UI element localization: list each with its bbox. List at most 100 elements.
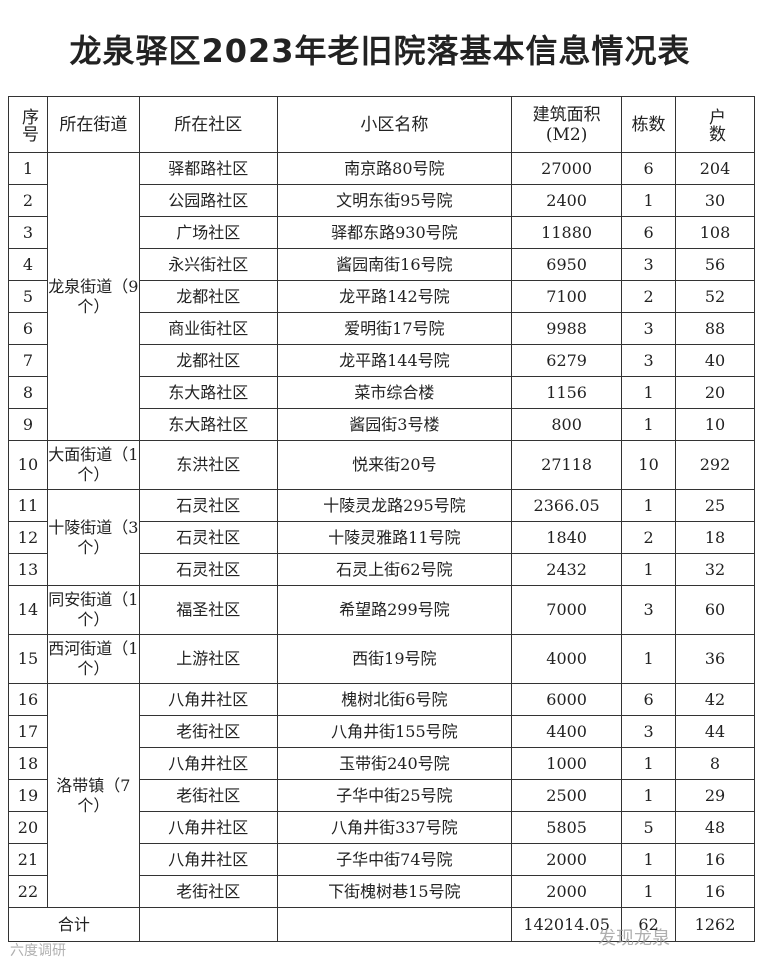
area: 6000 xyxy=(511,683,623,716)
households: 42 xyxy=(675,683,755,716)
households: 30 xyxy=(675,184,755,217)
buildings: 10 xyxy=(621,440,677,490)
buildings: 1 xyxy=(621,408,677,441)
community: 八角井社区 xyxy=(138,747,278,780)
community: 龙都社区 xyxy=(138,280,278,313)
row-number: 13 xyxy=(8,553,48,586)
community: 石灵社区 xyxy=(138,553,278,586)
compound-name: 驿都东路930号院 xyxy=(276,216,513,249)
community: 上游社区 xyxy=(138,634,278,684)
row-number: 7 xyxy=(8,344,48,377)
total-area: 142014.05 xyxy=(511,907,623,942)
buildings: 6 xyxy=(621,152,677,185)
table-row: 2 公园路社区 文明东街95号院 2400 1 30 xyxy=(8,184,755,217)
community: 老街社区 xyxy=(138,715,278,748)
community: 东大路社区 xyxy=(138,408,278,441)
row-number: 20 xyxy=(8,811,48,844)
compound-name: 希望路299号院 xyxy=(276,585,513,635)
compound-name: 十陵灵雅路11号院 xyxy=(276,521,513,554)
households: 44 xyxy=(675,715,755,748)
row-number: 16 xyxy=(8,683,48,716)
compound-name: 悦来街20号 xyxy=(276,440,513,490)
table-row: 12 石灵社区 十陵灵雅路11号院 1840 2 18 xyxy=(8,521,755,554)
households: 292 xyxy=(675,440,755,490)
buildings: 1 xyxy=(621,489,677,522)
households: 60 xyxy=(675,585,755,635)
table-row: 9 东大路社区 酱园街3号楼 800 1 10 xyxy=(8,408,755,441)
households: 20 xyxy=(675,376,755,409)
community: 东大路社区 xyxy=(138,376,278,409)
row-number: 15 xyxy=(8,634,48,684)
buildings: 3 xyxy=(621,312,677,345)
area: 2432 xyxy=(511,553,623,586)
households: 8 xyxy=(675,747,755,780)
area: 4400 xyxy=(511,715,623,748)
compound-name: 十陵灵龙路295号院 xyxy=(276,489,513,522)
buildings: 1 xyxy=(621,184,677,217)
table-row: 14 同安街道（1个） 福圣社区 希望路299号院 7000 3 60 xyxy=(8,585,755,635)
area: 6950 xyxy=(511,248,623,281)
area: 27000 xyxy=(511,152,623,185)
households: 29 xyxy=(675,779,755,812)
community: 石灵社区 xyxy=(138,489,278,522)
compound-name: 南京路80号院 xyxy=(276,152,513,185)
header-cell: 小区名称 xyxy=(276,96,513,153)
compound-name: 龙平路142号院 xyxy=(276,280,513,313)
table-row: 21 八角井社区 子华中街74号院 2000 1 16 xyxy=(8,843,755,876)
table-row: 1 龙泉街道（9个） 驿都路社区 南京路80号院 27000 6 204 xyxy=(8,152,755,441)
community: 石灵社区 xyxy=(138,521,278,554)
buildings: 6 xyxy=(621,683,677,716)
area: 1156 xyxy=(511,376,623,409)
buildings: 6 xyxy=(621,216,677,249)
buildings: 1 xyxy=(621,553,677,586)
area: 7100 xyxy=(511,280,623,313)
community: 八角井社区 xyxy=(138,843,278,876)
table-row: 8 东大路社区 菜市综合楼 1156 1 20 xyxy=(8,376,755,409)
row-number: 5 xyxy=(8,280,48,313)
compound-name: 石灵上街62号院 xyxy=(276,553,513,586)
info-table: 序号 所在街道 所在社区 小区名称 建筑面积(M2) 栋数 户数 1 龙泉街道（9… xyxy=(8,96,755,942)
households: 108 xyxy=(675,216,755,249)
area: 7000 xyxy=(511,585,623,635)
households: 48 xyxy=(675,811,755,844)
compound-name: 西街19号院 xyxy=(276,634,513,684)
total-buildings: 62 xyxy=(621,907,677,942)
households: 16 xyxy=(675,875,755,908)
area: 2000 xyxy=(511,843,623,876)
compound-name: 酱园街3号楼 xyxy=(276,408,513,441)
households: 32 xyxy=(675,553,755,586)
community: 八角井社区 xyxy=(138,683,278,716)
table-row: 13 石灵社区 石灵上街62号院 2432 1 32 xyxy=(8,553,755,586)
buildings: 1 xyxy=(621,779,677,812)
community: 八角井社区 xyxy=(138,811,278,844)
row-number: 17 xyxy=(8,715,48,748)
buildings: 2 xyxy=(621,521,677,554)
area: 4000 xyxy=(511,634,623,684)
street: 西河街道（1个） xyxy=(46,634,140,684)
row-number: 9 xyxy=(8,408,48,441)
compound-name: 菜市综合楼 xyxy=(276,376,513,409)
page-title: 龙泉驿区2023年老旧院落基本信息情况表 xyxy=(69,32,691,70)
buildings: 1 xyxy=(621,747,677,780)
compound-name: 玉带街240号院 xyxy=(276,747,513,780)
row-number: 1 xyxy=(8,152,48,185)
street: 同安街道（1个） xyxy=(46,585,140,635)
buildings: 1 xyxy=(621,376,677,409)
table-row: 15 西河街道（1个） 上游社区 西街19号院 4000 1 36 xyxy=(8,634,755,684)
buildings: 1 xyxy=(621,875,677,908)
street: 大面街道（1个） xyxy=(46,440,140,490)
table-row: 11 十陵街道（3个） 石灵社区 十陵灵龙路295号院 2366.05 1 25 xyxy=(8,489,755,586)
header-row: 序号 所在街道 所在社区 小区名称 建筑面积(M2) 栋数 户数 xyxy=(8,96,755,153)
area: 1000 xyxy=(511,747,623,780)
community: 龙都社区 xyxy=(138,344,278,377)
buildings: 1 xyxy=(621,634,677,684)
buildings: 5 xyxy=(621,811,677,844)
table-row: 7 龙都社区 龙平路144号院 6279 3 40 xyxy=(8,344,755,377)
area: 5805 xyxy=(511,811,623,844)
households: 10 xyxy=(675,408,755,441)
households: 88 xyxy=(675,312,755,345)
row-number: 22 xyxy=(8,875,48,908)
row-number: 18 xyxy=(8,747,48,780)
area: 2000 xyxy=(511,875,623,908)
buildings: 2 xyxy=(621,280,677,313)
